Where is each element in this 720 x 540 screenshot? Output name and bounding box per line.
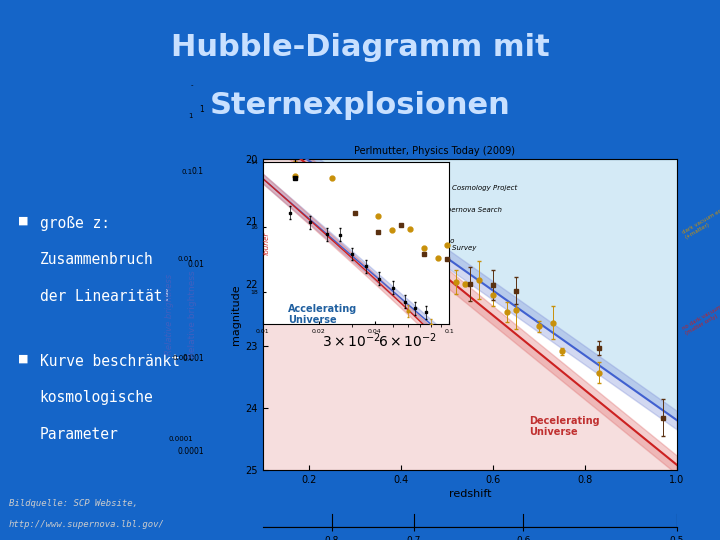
Text: große z:: große z:: [40, 216, 109, 231]
Text: Relative brightness: Relative brightness: [166, 274, 174, 355]
Text: Zusammenbruch: Zusammenbruch: [40, 252, 153, 267]
Text: Decelerating
Universe: Decelerating Universe: [530, 415, 600, 437]
Text: 1: 1: [199, 105, 204, 114]
Text: dark vacuum energy
(+matter): dark vacuum energy (+matter): [681, 202, 720, 240]
Text: Bildquelle: SCP Website,: Bildquelle: SCP Website,: [9, 500, 138, 509]
Text: 0.1: 0.1: [192, 167, 204, 176]
Text: Accelerating
Universe: Accelerating Universe: [288, 303, 357, 325]
Y-axis label: magnitude: magnitude: [231, 284, 241, 345]
Text: 0.0001: 0.0001: [168, 436, 193, 442]
Text: ■: ■: [17, 354, 28, 364]
Text: 1: 1: [189, 113, 193, 119]
Text: http://www.supernova.lbl.gov/: http://www.supernova.lbl.gov/: [9, 519, 165, 529]
Text: 0.1: 0.1: [181, 168, 193, 175]
Text: Parameter: Parameter: [40, 427, 118, 442]
Text: 0.01: 0.01: [187, 260, 204, 269]
Text: Perlmutter, Physics Today (2009): Perlmutter, Physics Today (2009): [354, 146, 515, 156]
Text: Sternexplosionen: Sternexplosionen: [210, 91, 510, 120]
Text: Kurve beschränkt: Kurve beschränkt: [40, 354, 179, 369]
Text: no dark vacuum energy
(matter only): no dark vacuum energy (matter only): [681, 293, 720, 336]
Text: Hubble-Diagramm mit: Hubble-Diagramm mit: [171, 33, 549, 62]
Text: ■: ■: [17, 216, 28, 226]
Text: 0.001: 0.001: [173, 355, 193, 361]
Text: 0.01: 0.01: [177, 255, 193, 262]
Text: -: -: [191, 82, 193, 88]
Text: der Linearität!: der Linearität!: [40, 289, 171, 304]
Text: Relative brightness: Relative brightness: [188, 271, 197, 359]
X-axis label: redshift: redshift: [449, 489, 491, 499]
Text: 0.001: 0.001: [182, 354, 204, 362]
Text: kosmologische: kosmologische: [40, 390, 153, 405]
Text: 0.0001: 0.0001: [177, 447, 204, 456]
